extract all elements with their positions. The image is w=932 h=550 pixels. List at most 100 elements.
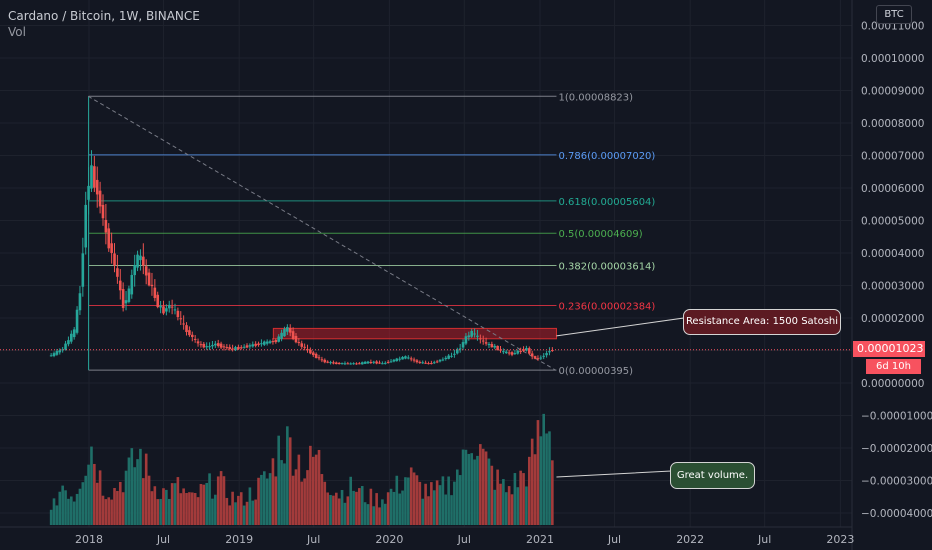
candle-body [153,287,157,298]
volume-bar [415,475,419,525]
candle-body [424,362,427,364]
volume-bar [104,499,108,525]
volume-bar [139,448,142,525]
candle-body [61,349,64,351]
candle-body [190,334,194,337]
volume-bar [190,492,194,525]
time-axis-tick: Jul [306,533,320,546]
volume-bar [237,495,240,525]
candle-body [496,345,499,351]
volume-callout[interactable]: Great volume. [670,462,755,489]
volume-bar [533,454,537,525]
price-axis: 0.000110000.000100000.000090000.00008000… [851,0,932,550]
volume-bar [297,454,301,525]
volume-bar [539,436,543,525]
fib-level-label: 0(0.00000395) [558,366,633,377]
volume-bar [375,493,378,525]
volume-bar [383,503,387,525]
volume-indicator-label[interactable]: Vol [8,25,26,39]
volume-bar [268,473,272,525]
volume-bar [159,498,162,525]
volume-bar [504,492,508,525]
volume-bar [386,492,390,525]
candle-body [118,280,122,291]
volume-bar [542,413,546,525]
volume-bar [239,492,243,525]
candle-body [196,341,200,344]
resistance-callout[interactable]: Resistance Area: 1500 Satoshi [683,309,841,335]
candle-body [262,341,266,345]
candle-body [90,165,93,189]
volume-bar [211,498,214,525]
volume-bar [470,453,473,525]
candle-body [404,356,407,359]
candle-body [507,352,511,354]
volume-bar [179,493,183,525]
volume-bar [49,509,53,525]
volume-bar [257,477,260,525]
volume-bar [294,469,298,525]
candle-body [64,343,67,350]
volume-bar [507,486,511,525]
candle-body [216,343,220,346]
volume-bar [493,489,497,525]
price-axis-tick: −0.00001000 [861,411,932,423]
candle-body [179,318,183,320]
volume-bar [254,499,257,525]
volume-bar [481,448,485,525]
volume-bar [447,476,450,525]
candle-body [395,358,399,362]
volume-bar [222,476,226,525]
fib-level-label: 0.618(0.00005604) [558,197,655,208]
volume-bar [124,470,128,525]
volume-bar [58,491,62,525]
candle-body [470,330,473,337]
time-axis-tick: 2020 [375,533,403,546]
candle-body [245,345,249,348]
candle-body [490,343,494,348]
volume-bar [118,481,122,525]
volume-bar [311,456,315,525]
candle-body [225,347,229,349]
candle-body [165,308,168,312]
volume-bar [306,470,309,525]
volume-bar [216,476,220,525]
candle-body [412,359,416,361]
volume-bar [502,479,505,525]
volume-bar [196,497,200,525]
candle-body [487,343,491,346]
candle-body [378,362,381,364]
candle-body [133,265,136,276]
candle-body [398,358,401,360]
candle-body [239,347,243,349]
candle-body [421,362,425,364]
volume-bar [52,498,56,525]
candle-body [257,343,260,346]
fib-level-label: 1(0.00008823) [558,92,633,103]
volume-bar [487,458,491,525]
candle-body [124,300,128,304]
candle-body [372,361,376,363]
volume-bar [219,471,223,525]
volume-bar [231,491,234,525]
currency-badge[interactable]: BTC [876,5,912,24]
candle-body [55,351,59,355]
volume-bar [208,473,211,525]
candle-body [355,363,358,365]
volume-bar [363,502,367,525]
volume-bar [271,458,275,525]
volume-bar [214,494,217,525]
descending-trendline [87,95,556,371]
volume-bar [314,454,318,525]
candle-body [360,362,364,365]
volume-bar [352,490,355,525]
candle-body [329,362,332,364]
candle-body [286,327,289,332]
volume-bar [516,487,520,525]
candle-body [332,362,335,364]
volume-bar [450,495,453,525]
volume-bar [455,469,459,525]
candle-body [455,349,459,354]
